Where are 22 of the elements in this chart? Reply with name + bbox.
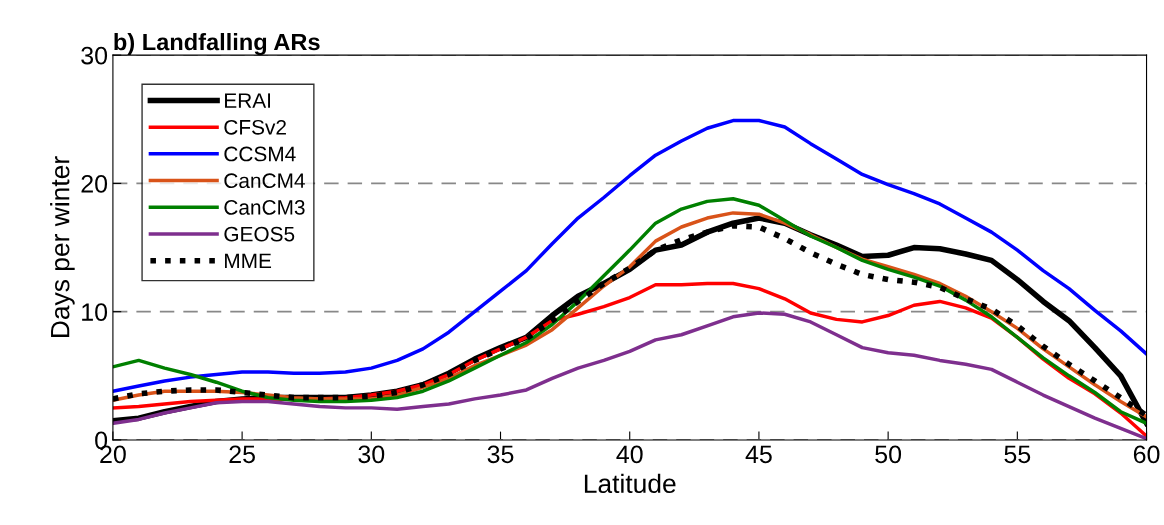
x-tick-label: 50 [875,445,902,464]
y-tick-label: 20 [81,175,108,193]
legend-label: CanCM3 [224,200,305,215]
chart-title: b) Landfalling ARs [114,33,320,56]
legend-label: MME [225,253,272,268]
y-axis-title: Days per winter [50,156,75,338]
legend-label: GEOS5 [224,226,295,242]
legend-label: CanCM4 [224,173,305,189]
x-tick-label: 40 [616,445,643,464]
y-tick-label: 30 [81,46,108,65]
legend-label: CFSv2 [224,119,286,135]
y-tick-label: 10 [82,303,108,321]
line-series [112,118,1147,393]
x-tick-label: 35 [487,445,514,464]
x-axis-title: Latitude [584,473,676,494]
legend-label: CCSM4 [224,146,296,162]
x-tick-label: 25 [229,445,255,464]
x-tick-label: 60 [1133,445,1160,464]
x-tick-label: 30 [358,445,385,464]
x-tick-label: 45 [745,445,772,464]
x-tick-label: 55 [1004,445,1031,464]
legend-label: ERAI [225,93,271,108]
